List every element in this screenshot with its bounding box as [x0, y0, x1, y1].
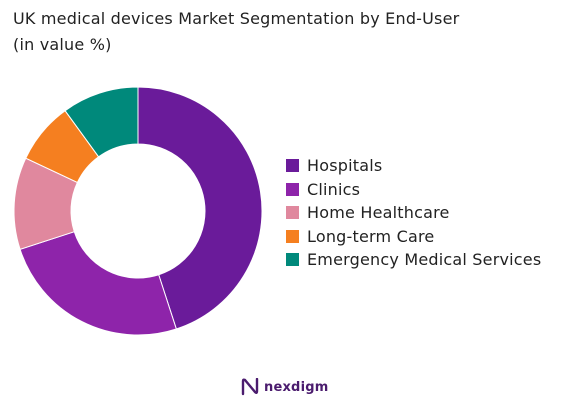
chart-title: UK medical devices Market Segmentation b…	[13, 9, 460, 28]
legend-label: Emergency Medical Services	[307, 250, 542, 270]
chart-legend: Hospitals Clinics Home Healthcare Long-term…	[286, 154, 541, 272]
slice-hospitals	[137, 86, 263, 330]
legend-item-long-term-care: Long-term Care	[286, 225, 541, 249]
legend-swatch	[286, 229, 299, 243]
legend-swatch	[286, 182, 299, 196]
chart-title-block: UK medical devices Market Segmentation b…	[13, 6, 563, 58]
chart-subtitle: (in value %)	[13, 35, 112, 54]
legend-item-home-healthcare: Home Healthcare	[286, 201, 541, 225]
legend-label: Home Healthcare	[307, 203, 450, 223]
brand-logo: nexdigm	[241, 378, 328, 396]
brand-name: nexdigm	[264, 379, 329, 395]
nexdigm-logo-icon	[241, 378, 259, 396]
legend-label: Long-term Care	[307, 226, 435, 246]
slice-emergency-medical-services	[64, 86, 139, 158]
legend-item-emergency-medical-services: Emergency Medical Services	[286, 248, 541, 272]
legend-label: Clinics	[307, 179, 361, 199]
legend-label: Hospitals	[307, 156, 383, 176]
legend-item-hospitals: Hospitals	[286, 154, 541, 178]
legend-swatch	[286, 253, 299, 267]
legend-swatch	[286, 159, 299, 173]
slice-clinics	[19, 231, 177, 336]
legend-item-clinics: Clinics	[286, 178, 541, 202]
legend-swatch	[286, 206, 299, 220]
